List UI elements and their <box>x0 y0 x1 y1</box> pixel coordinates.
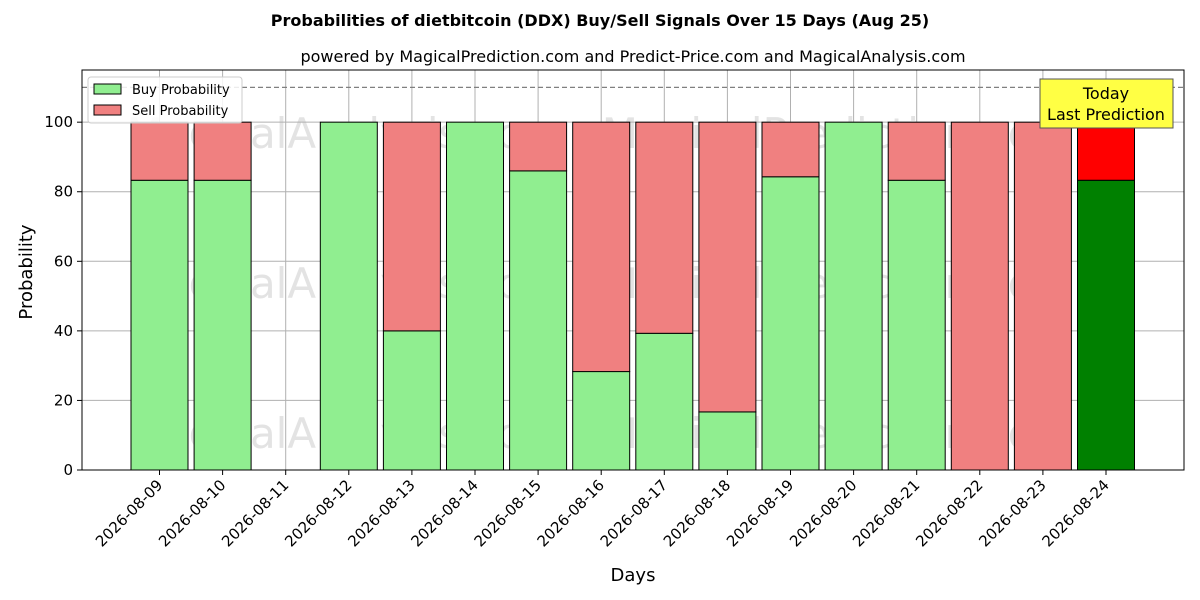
legend-label-buy: Buy Probability <box>132 83 230 98</box>
sell-bar-2026-08-13 <box>382 121 441 332</box>
buy-bar-2026-08-13 <box>382 330 441 471</box>
x-tick-label: 2026-08-22 <box>912 476 986 550</box>
buy-bar-2026-08-21 <box>887 179 946 471</box>
buy-bar-2026-08-15 <box>509 170 568 471</box>
axes-frame <box>81 69 1185 471</box>
buy-bar-2026-08-16 <box>572 371 631 471</box>
buy-bar-2026-08-20 <box>824 121 883 471</box>
buy-bar-2026-08-18 <box>698 411 757 471</box>
sell-bar-2026-08-18 <box>698 121 757 413</box>
plot-area: MagicalAnalysis.comMagicalPrediction.com… <box>44 69 1185 550</box>
buy-bar-2026-08-14 <box>446 121 504 471</box>
sell-bar-2026-08-16 <box>572 121 631 373</box>
x-tick-label: 2026-08-13 <box>344 476 418 550</box>
sell-bar-2026-08-22 <box>950 121 1009 471</box>
x-tick-label: 2026-08-19 <box>723 476 797 550</box>
chart-title: Probabilities of dietbitcoin (DDX) Buy/S… <box>271 11 929 30</box>
sell-bar-2026-08-10 <box>193 121 252 181</box>
buy-bar-2026-08-19 <box>761 176 820 471</box>
y-tick-label: 100 <box>44 113 73 131</box>
sell-bar-2026-08-24 <box>1077 121 1135 181</box>
buy-bar-2026-08-12 <box>319 121 378 471</box>
buy-bar-2026-08-10 <box>193 179 252 471</box>
y-tick-label: 60 <box>54 252 73 270</box>
x-tick-label: 2026-08-11 <box>218 476 292 550</box>
y-axis-label: Probability <box>16 224 37 319</box>
y-tick-label: 40 <box>54 322 73 340</box>
x-tick-label: 2026-08-17 <box>597 476 671 550</box>
buy-bar-2026-08-09 <box>130 179 189 471</box>
sell-bar-2026-08-15 <box>509 121 568 172</box>
x-tick-label: 2026-08-10 <box>155 476 229 550</box>
legend-box <box>87 76 243 124</box>
chart-subtitle: powered by MagicalPrediction.com and Pre… <box>300 47 965 66</box>
x-axis-label: Days <box>611 565 656 586</box>
annotation-box <box>1039 78 1174 129</box>
sell-bar-2026-08-19 <box>761 121 820 178</box>
sell-bar-2026-08-17 <box>635 121 694 334</box>
x-tick-label: 2026-08-16 <box>534 476 608 550</box>
y-tick-label: 20 <box>54 391 73 409</box>
annotation-today: Today <box>1082 84 1129 103</box>
buy-bar-2026-08-17 <box>635 332 694 471</box>
x-tick-label: 2026-08-18 <box>660 476 734 550</box>
y-tick-label: 0 <box>63 461 73 479</box>
x-tick-label: 2026-08-15 <box>471 476 545 550</box>
x-tick-label: 2026-08-12 <box>281 476 355 550</box>
x-tick-label: 2026-08-09 <box>92 476 166 550</box>
sell-bar-2026-08-21 <box>887 121 946 181</box>
x-tick-label: 2026-08-20 <box>786 476 860 550</box>
sell-bar-2026-08-23 <box>1013 121 1072 471</box>
x-tick-label: 2026-08-21 <box>849 476 923 550</box>
x-tick-label: 2026-08-24 <box>1038 476 1112 550</box>
x-tick-label: 2026-08-14 <box>407 476 481 550</box>
y-tick-label: 80 <box>54 183 73 201</box>
legend-label-sell: Sell Probability <box>132 104 229 119</box>
legend-swatch-buy <box>93 83 122 95</box>
legend-swatch-sell <box>93 104 122 116</box>
annotation-last-prediction: Last Prediction <box>1047 105 1165 124</box>
x-tick-label: 2026-08-23 <box>975 476 1049 550</box>
sell-bar-2026-08-09 <box>130 121 189 181</box>
buy-bar-2026-08-24 <box>1077 179 1135 471</box>
